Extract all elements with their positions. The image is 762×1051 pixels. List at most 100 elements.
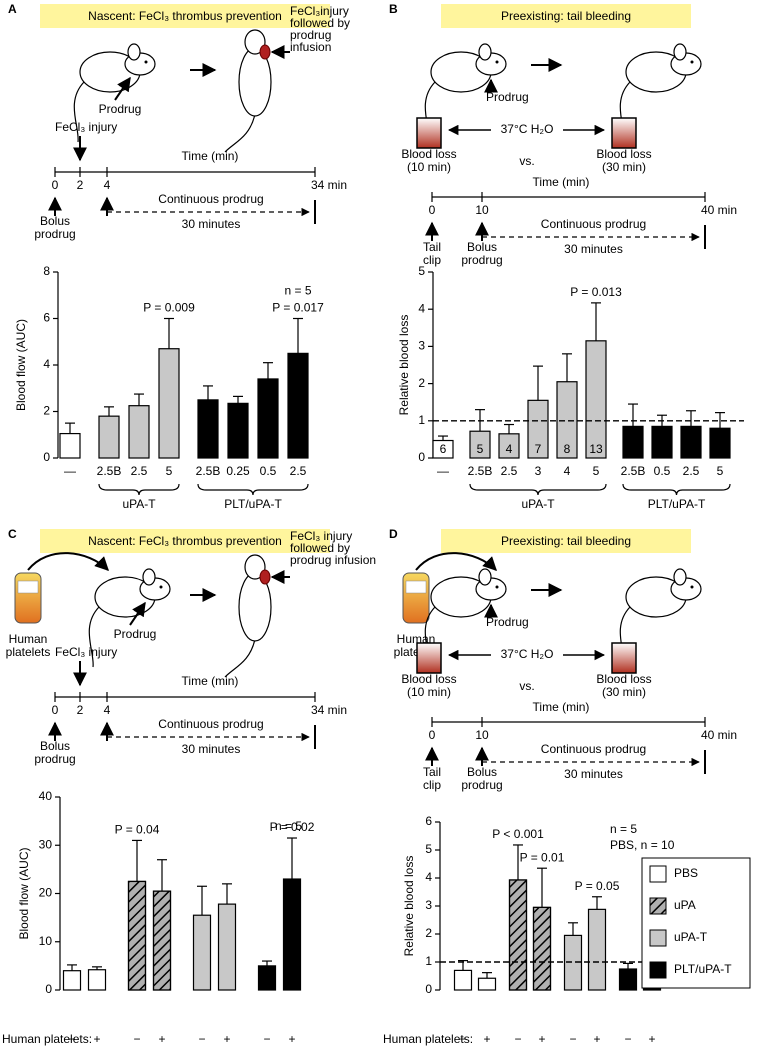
error-bar (92, 966, 102, 970)
x-tick-label: 2.5 (131, 464, 148, 478)
x-tick-label: 2.5 (290, 464, 307, 478)
y-tick-label: 20 (39, 886, 53, 900)
bar-count: 5 (630, 442, 637, 456)
y-tick-label: 4 (418, 301, 425, 315)
y-tick-label: 40 (39, 789, 53, 803)
loss-label: (30 min) (602, 685, 646, 699)
legend-hatch (649, 897, 667, 915)
error-bar (537, 867, 547, 908)
time-label: Time (min) (533, 175, 590, 189)
bar-count: 13 (589, 442, 603, 456)
arrow (415, 552, 497, 571)
duration-label: 30 minutes (182, 217, 241, 231)
continuous-label: Continuous prodrug (158, 192, 263, 206)
error-bar (67, 964, 77, 971)
x-tick-label: − (569, 1032, 576, 1046)
hatch (532, 906, 552, 991)
mouse-ear (127, 43, 141, 61)
banner-text: Preexisting: tail bleeding (501, 534, 631, 548)
error-bar (513, 844, 523, 880)
mouse-eye (144, 60, 148, 64)
error-bar (562, 353, 572, 382)
bar (98, 415, 120, 459)
loss-label: Blood loss (401, 672, 456, 686)
x-tick-label: 2.5 (501, 464, 518, 478)
x-tick-label: − (133, 1032, 140, 1046)
x-axis-label: Human platelets: (2, 1032, 92, 1046)
prodrug-label: Prodrug (114, 627, 157, 641)
loss-label: Blood loss (401, 147, 456, 161)
error-bar (628, 403, 638, 427)
error-bar (203, 385, 213, 400)
group-label: PLT/uPA-T (648, 497, 706, 511)
mouse-tail (224, 638, 256, 678)
error-bar (262, 960, 272, 966)
y-tick-label: 5 (418, 264, 425, 278)
y-tick-label: 0 (43, 450, 50, 464)
legend-swatch (649, 929, 667, 947)
p-value: n = 5 (284, 284, 311, 298)
banner (441, 4, 691, 28)
timeline-label: 4 (104, 178, 111, 192)
group-brace (469, 483, 607, 496)
error-bar (104, 406, 114, 417)
platelets-label: Human (9, 632, 48, 646)
error-bar (132, 839, 142, 882)
x-tick-label: − (68, 1032, 75, 1046)
n-note: n = 5 (610, 822, 637, 836)
vs-label: vs. (519, 679, 534, 693)
timeline-label: 4 (104, 703, 111, 717)
panel-letter: D (389, 527, 398, 541)
error-bar (438, 435, 448, 441)
loss-label: (10 min) (407, 685, 451, 699)
banner-text: Nascent: FeCl₃ thrombus prevention (88, 534, 282, 548)
loss-label: Blood loss (596, 672, 651, 686)
x-tick-label: — (64, 464, 76, 478)
injury-note: prodrug infusion (290, 553, 376, 567)
bar (287, 352, 309, 459)
timeline-label: 0 (52, 178, 59, 192)
bag-label (405, 580, 427, 594)
group-brace (197, 483, 309, 496)
x-tick-label: − (624, 1032, 631, 1046)
timeline-label: 2 (77, 178, 84, 192)
continuous-label: Continuous prodrug (541, 742, 646, 756)
timeline-label: 34 min (311, 703, 347, 717)
x-tick-label: 2.5B (97, 464, 122, 478)
x-tick-label: 5 (593, 464, 600, 478)
banner (40, 529, 330, 553)
bath-bg (491, 647, 563, 663)
mouse-tail (88, 606, 100, 668)
wound (259, 44, 271, 60)
error-bar (686, 410, 696, 427)
bar (192, 914, 212, 991)
y-tick-label: 1 (425, 954, 432, 968)
injury-note: FeCl₃ injury (290, 529, 352, 543)
bolus-label: Bolus (467, 240, 497, 254)
error-bar (65, 422, 75, 434)
x-tick-label: + (593, 1032, 600, 1046)
beaker (416, 642, 442, 674)
mouse-eye (159, 585, 163, 589)
group-brace (622, 483, 731, 496)
arrow (114, 76, 131, 101)
mouse-tail (73, 81, 85, 143)
injury-label: FeCl₃ injury (55, 645, 117, 659)
bolus-label: prodrug (34, 752, 75, 766)
error-bar (592, 896, 602, 910)
time-label: Time (min) (533, 700, 590, 714)
timeline-label: 40 min (701, 203, 737, 217)
mouse-ear (673, 568, 687, 586)
x-tick-label: − (459, 1032, 466, 1046)
group-label: PLT/uPA-T (224, 497, 282, 511)
y-tick-label: 10 (39, 934, 53, 948)
bar (227, 402, 249, 459)
x-tick-label: 3 (535, 464, 542, 478)
bolus-label: prodrug (461, 778, 502, 792)
timeline-label: 34 min (311, 178, 347, 192)
mouse-head (244, 554, 266, 580)
injury-note: prodrug (290, 28, 331, 42)
y-tick-label: 8 (43, 264, 50, 278)
bag-label (17, 580, 39, 594)
